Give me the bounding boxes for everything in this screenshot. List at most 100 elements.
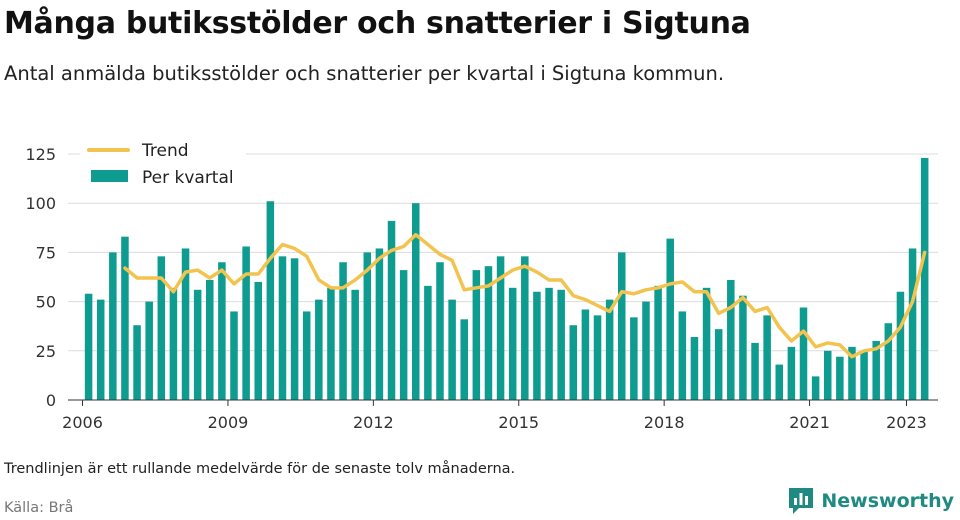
- bar: [278, 256, 287, 400]
- bar: [157, 256, 166, 400]
- bar: [884, 323, 893, 400]
- bar: [436, 262, 444, 400]
- bar: [823, 350, 832, 400]
- bar: [508, 287, 517, 400]
- bar: [206, 279, 214, 400]
- bar: [617, 252, 626, 400]
- bar: [569, 325, 578, 400]
- footnote: Trendlinjen är ett rullande medelvärde f…: [4, 461, 516, 477]
- bar: [920, 157, 929, 400]
- bar: [581, 309, 590, 400]
- bar: [266, 201, 275, 400]
- bar: [315, 299, 323, 400]
- bar: [84, 293, 93, 400]
- bar: [290, 258, 299, 400]
- source-credit: Källa: Brå: [4, 500, 74, 516]
- bar: [145, 301, 153, 400]
- bar: [678, 311, 687, 400]
- legend-bars-label: Per kvartal: [142, 168, 234, 188]
- chart-title: Många butiksstölder och snatterier i Sig…: [4, 6, 751, 41]
- bar: [121, 236, 129, 400]
- bar: [836, 356, 844, 400]
- x-tick-label: 2023: [886, 413, 927, 432]
- bar: [302, 311, 311, 400]
- bar: [763, 315, 771, 400]
- bar: [242, 246, 250, 400]
- bar: [133, 325, 141, 400]
- x-tick-label: 2018: [644, 413, 685, 432]
- bar: [799, 307, 808, 400]
- x-tick-label: 2009: [208, 413, 249, 432]
- bar: [339, 262, 347, 400]
- bar: [775, 364, 784, 400]
- trend-line: [123, 232, 927, 359]
- bar: [533, 291, 541, 400]
- bar: [375, 248, 384, 400]
- bar: [387, 220, 396, 400]
- bar: [787, 346, 796, 400]
- bar: [169, 287, 178, 400]
- axes: 0 25 50 75 100 125 2006 2009 2012 2015 2018 2021 202…: [25, 145, 938, 432]
- bar: [496, 256, 505, 400]
- newsworthy-logo-icon: [789, 488, 814, 514]
- bar: [714, 329, 723, 400]
- bar: [630, 317, 638, 400]
- bar: [739, 295, 747, 400]
- bar: [109, 252, 117, 400]
- y-tick-label: 100: [25, 194, 56, 213]
- chart-subtitle: Antal anmälda butiksstölder och snatteri…: [4, 62, 725, 85]
- bar: [424, 285, 432, 400]
- x-tick-label: 2006: [62, 413, 103, 432]
- bar: [605, 299, 614, 400]
- bar: [690, 337, 699, 400]
- bar: [448, 299, 456, 400]
- bar: [363, 252, 372, 400]
- bar: [218, 262, 226, 400]
- y-tick-label: 25: [36, 342, 56, 361]
- brand-logo[interactable]: Newsworthy: [787, 486, 954, 516]
- legend-bars-swatch: [91, 170, 128, 182]
- bar: [399, 270, 408, 400]
- y-tick-label: 75: [36, 243, 56, 262]
- bar: [642, 301, 650, 400]
- bar: [412, 203, 420, 400]
- bar: [727, 279, 735, 400]
- y-tick-label: 50: [36, 293, 56, 312]
- bar: [654, 285, 662, 400]
- bar: [545, 287, 553, 400]
- bar: [702, 287, 711, 400]
- bar: [593, 315, 602, 400]
- bar: [751, 342, 759, 400]
- x-tick-label: 2021: [789, 413, 830, 432]
- bar: [896, 291, 905, 400]
- bar: [230, 311, 238, 400]
- bar: [460, 319, 468, 400]
- legend-background: [80, 134, 246, 194]
- bar: [181, 248, 190, 400]
- y-tick-label: 125: [25, 145, 56, 164]
- bar: [472, 270, 481, 400]
- y-tick-label: 0: [46, 391, 56, 410]
- bar-series: [84, 157, 929, 400]
- bar: [872, 340, 880, 400]
- trend-series: [123, 232, 927, 359]
- legend-trend-label: Trend: [141, 141, 189, 161]
- bar: [860, 350, 868, 400]
- chart-area: 0 25 50 75 100 125 2006 2009 2012 2015 2018 2021 202…: [25, 134, 938, 432]
- bar: [848, 346, 856, 400]
- x-tick-label: 2012: [353, 413, 394, 432]
- bar: [557, 289, 565, 400]
- bar: [908, 248, 917, 400]
- bar: [327, 287, 335, 400]
- x-tick-label: 2015: [498, 413, 539, 432]
- bar: [351, 289, 359, 400]
- bar: [666, 238, 674, 400]
- bar: [811, 376, 820, 400]
- bar: [96, 299, 105, 400]
- bar: [484, 266, 493, 400]
- bar: [193, 289, 202, 400]
- bar: [521, 256, 529, 400]
- bar: [254, 281, 262, 400]
- brand-name: Newsworthy: [821, 490, 954, 512]
- legend: Trend Per kvartal: [80, 134, 246, 194]
